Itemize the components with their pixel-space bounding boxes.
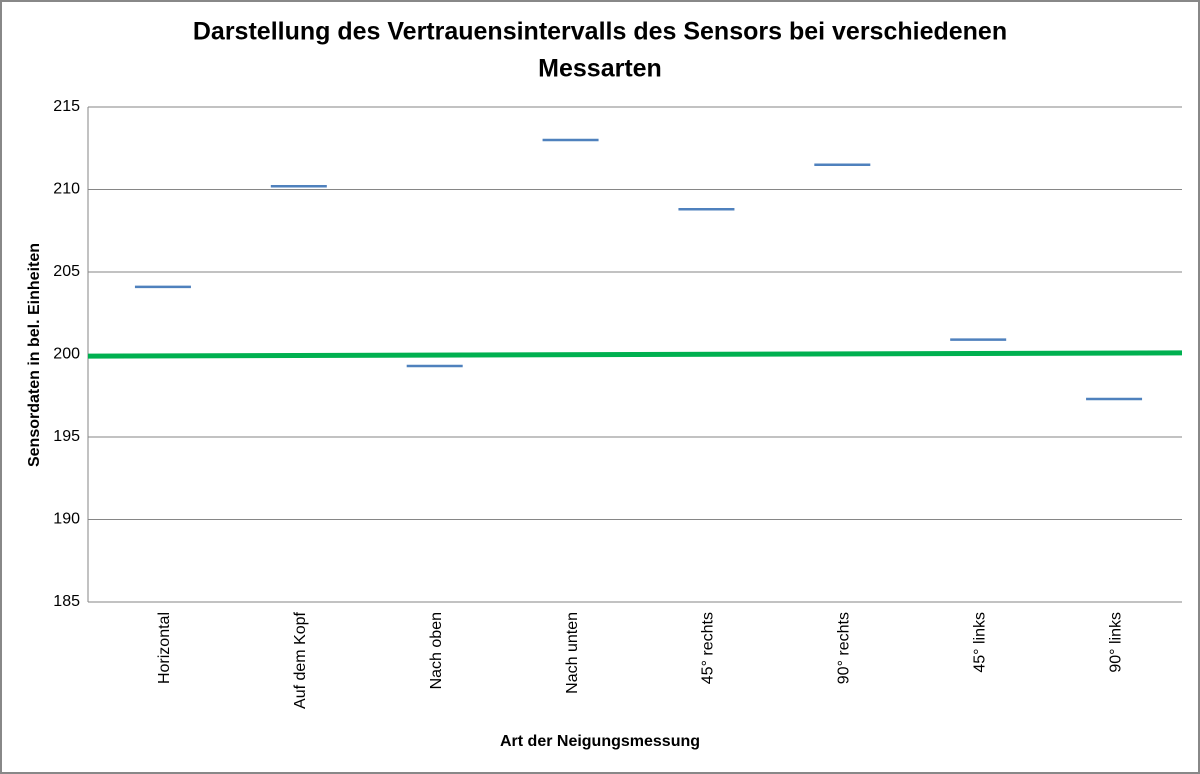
chart-title: Messarten [538, 55, 662, 83]
x-tick-label: Auf dem Kopf [292, 611, 309, 709]
y-axis-title: Sensordaten in bel. Einheiten [26, 243, 43, 467]
y-tick-label: 190 [53, 511, 80, 528]
y-tick-label: 200 [53, 346, 80, 363]
x-tick-label: Nach unten [564, 612, 581, 694]
x-tick-label: 90° links [1107, 612, 1124, 673]
reference-line [87, 350, 1183, 359]
y-tick-label: 215 [53, 98, 80, 115]
x-tick-label: 45° rechts [700, 612, 717, 684]
y-tick-label: 185 [53, 593, 80, 610]
y-tick-label: 210 [53, 181, 80, 198]
x-tick-label: 90° rechts [836, 612, 853, 684]
x-axis-title: Art der Neigungsmessung [500, 733, 700, 750]
x-tick-label: Horizontal [156, 612, 173, 684]
chart-title: Darstellung des Vertrauensintervalls des… [193, 18, 1007, 46]
y-tick-label: 195 [53, 428, 80, 445]
x-tick-label: 45° links [971, 612, 988, 673]
y-tick-label: 205 [53, 263, 80, 280]
x-tick-label: Nach oben [428, 612, 445, 689]
